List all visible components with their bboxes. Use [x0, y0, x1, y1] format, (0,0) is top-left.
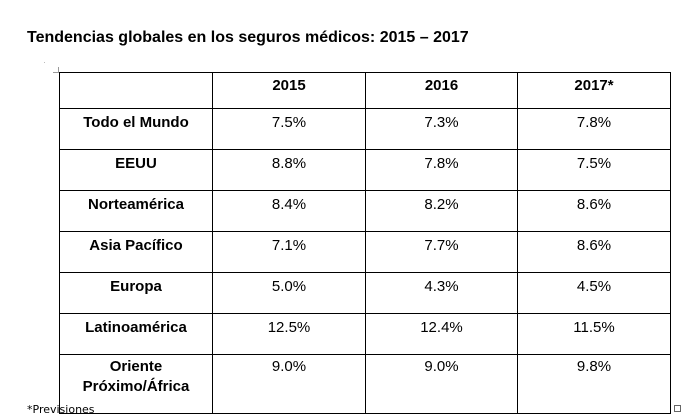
cell-2015: 8.4% — [212, 190, 366, 232]
cell-2016: 8.2% — [365, 190, 518, 232]
table-header-row: 2015 2016 2017* — [59, 72, 671, 109]
cell-2015: 7.5% — [212, 108, 366, 150]
table-row: Asia Pacífico 7.1% 7.7% 8.6% — [59, 231, 671, 273]
row-label: Latinoamérica — [59, 313, 213, 355]
cell-2017: 4.5% — [517, 272, 671, 314]
insurance-trends-table: 2015 2016 2017* Todo el Mundo 7.5% 7.3% … — [59, 72, 671, 414]
row-label: EEUU — [59, 149, 213, 191]
cell-2015: 7.1% — [212, 231, 366, 273]
table-move-handle-icon[interactable] — [53, 67, 59, 73]
row-label: Norteamérica — [59, 190, 213, 232]
table-row: Latinoamérica 12.5% 12.4% 11.5% — [59, 313, 671, 355]
cell-2016: 7.7% — [365, 231, 518, 273]
header-2017: 2017* — [517, 72, 671, 109]
row-label: Oriente Próximo/África — [59, 354, 213, 414]
row-label: Europa — [59, 272, 213, 314]
row-label-line1: Oriente — [109, 358, 163, 375]
cell-2016: 12.4% — [365, 313, 518, 355]
cell-2017: 9.8% — [517, 354, 671, 414]
document-title: Tendencias globales en los seguros médic… — [27, 29, 469, 46]
row-label: Todo el Mundo — [59, 108, 213, 150]
cell-2015: 5.0% — [212, 272, 366, 314]
cell-2017: 8.6% — [517, 231, 671, 273]
header-2015: 2015 — [212, 72, 366, 109]
cell-2017: 7.8% — [517, 108, 671, 150]
table-resize-handle-icon[interactable] — [674, 405, 681, 412]
decorative-dot — [44, 62, 45, 63]
cell-2016: 4.3% — [365, 272, 518, 314]
table-row: Oriente Próximo/África 9.0% 9.0% 9.8% — [59, 354, 671, 414]
row-label: Asia Pacífico — [59, 231, 213, 273]
table-row: EEUU 8.8% 7.8% 7.5% — [59, 149, 671, 191]
footnote: *Previsiones — [27, 403, 95, 416]
cell-2017: 11.5% — [517, 313, 671, 355]
cell-2015: 12.5% — [212, 313, 366, 355]
table-row: Europa 5.0% 4.3% 4.5% — [59, 272, 671, 314]
cell-2016: 9.0% — [365, 354, 518, 414]
header-empty — [59, 72, 213, 109]
cell-2015: 8.8% — [212, 149, 366, 191]
header-2016: 2016 — [365, 72, 518, 109]
cell-2017: 8.6% — [517, 190, 671, 232]
cell-2016: 7.8% — [365, 149, 518, 191]
table-row: Todo el Mundo 7.5% 7.3% 7.8% — [59, 108, 671, 150]
cell-2016: 7.3% — [365, 108, 518, 150]
cell-2015: 9.0% — [212, 354, 366, 414]
table-row: Norteamérica 8.4% 8.2% 8.6% — [59, 190, 671, 232]
cell-2017: 7.5% — [517, 149, 671, 191]
row-label-line2: Próximo/África — [82, 378, 190, 395]
